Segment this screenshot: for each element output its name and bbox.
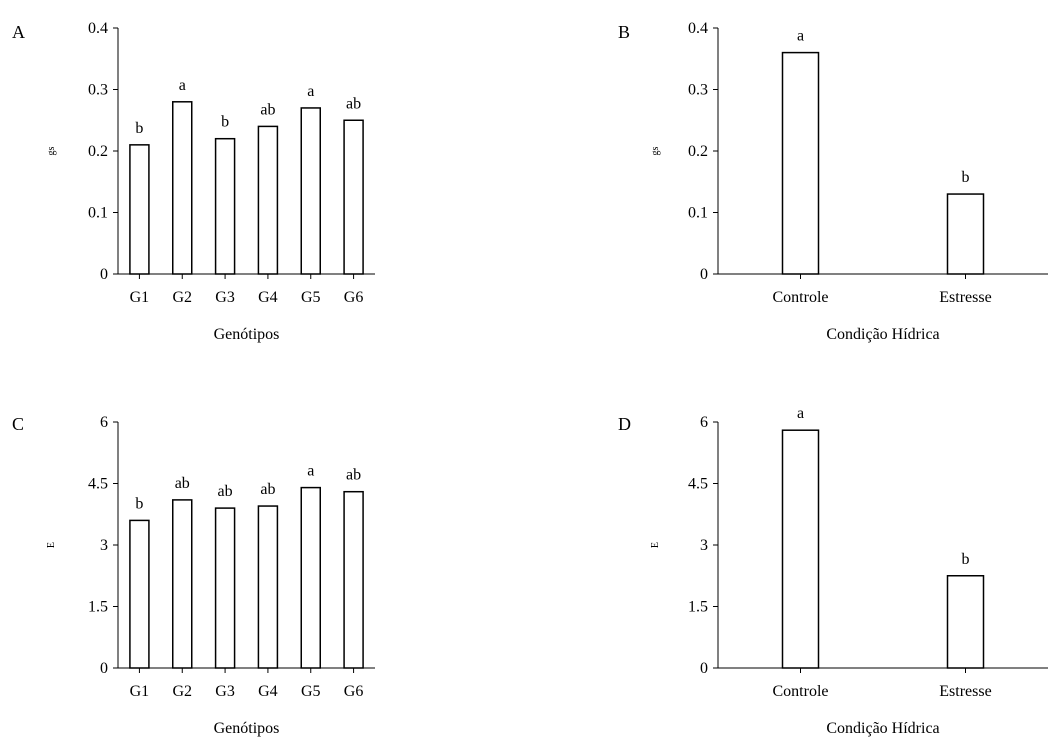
y-tick-label-a: 0.2 (88, 143, 108, 160)
x-tick-label-d: Estresse (939, 683, 991, 700)
x-tick-label-c: G4 (258, 683, 278, 700)
x-tick-label-c: G2 (172, 683, 192, 700)
y-tick-label-d: 3 (700, 537, 708, 554)
y-tick-label-b: 0.2 (688, 143, 708, 160)
bar-a-g2 (172, 101, 193, 275)
y-tick-label-c: 0 (100, 660, 108, 677)
y-axis-label-a: gs (46, 146, 57, 155)
x-tick-label-d: Controle (773, 683, 829, 700)
panel-letter-d: D (618, 414, 631, 434)
bar-a-g3 (214, 137, 236, 275)
x-axis-label-a: Genótipos (214, 326, 280, 343)
significance-label-b: b (962, 169, 970, 186)
x-axis-label-c: Genótipos (214, 720, 280, 737)
panel-letter-a: A (12, 22, 25, 42)
y-axis-label-b: gs (650, 146, 661, 155)
y-tick-label-d: 4.5 (688, 476, 708, 493)
y-tick-label-a: 0 (100, 266, 108, 283)
bar-a-g6 (343, 119, 364, 275)
y-axis-label-c: E (46, 542, 57, 548)
significance-label-c: ab (175, 475, 190, 492)
y-tick-label-d: 0 (700, 660, 708, 677)
y-tick-label-a: 0.1 (88, 205, 108, 222)
bar-a-g4 (257, 125, 279, 275)
y-tick-label-d: 6 (700, 414, 708, 431)
significance-label-c: b (135, 495, 143, 512)
x-tick-label-c: G3 (215, 683, 235, 700)
significance-label-d: a (797, 405, 804, 422)
bar-c-g4 (257, 505, 279, 669)
bar-a-g1 (129, 144, 150, 275)
significance-label-a: a (307, 83, 314, 100)
bar-a-g5 (300, 107, 321, 275)
y-tick-label-b: 0.4 (688, 20, 708, 37)
x-tick-label-a: G3 (215, 289, 235, 306)
bar-c-g3 (214, 507, 236, 669)
x-tick-label-b: Controle (773, 289, 829, 306)
x-axis-label-d: Condição Hídrica (826, 720, 939, 737)
bar-c-g2 (172, 499, 193, 669)
x-tick-label-a: G1 (130, 289, 150, 306)
x-tick-label-a: G6 (344, 289, 364, 306)
x-tick-label-a: G4 (258, 289, 278, 306)
panel-letter-c: C (12, 414, 24, 434)
y-tick-label-c: 6 (100, 414, 108, 431)
x-tick-label-a: G5 (301, 289, 321, 306)
significance-label-c: ab (218, 483, 233, 500)
significance-label-d: b (962, 551, 970, 568)
bar-d-estresse (946, 575, 985, 669)
bar-b-controle (781, 51, 820, 275)
y-axis-label-d: E (650, 542, 661, 548)
x-tick-label-c: G5 (301, 683, 321, 700)
significance-label-a: b (221, 114, 229, 131)
significance-label-b: a (797, 28, 804, 45)
bar-c-g5 (300, 486, 321, 669)
significance-label-a: ab (260, 101, 275, 118)
x-tick-label-b: Estresse (939, 289, 991, 306)
significance-label-c: ab (346, 467, 361, 484)
significance-label-c: a (307, 463, 314, 480)
x-tick-label-c: G6 (344, 683, 364, 700)
y-tick-label-b: 0 (700, 266, 708, 283)
y-tick-label-a: 0.4 (88, 20, 108, 37)
significance-label-a: ab (346, 95, 361, 112)
bar-c-g1 (129, 519, 150, 669)
significance-label-a: b (135, 120, 143, 137)
bar-c-g6 (343, 490, 364, 669)
significance-label-a: a (179, 77, 186, 94)
y-tick-label-c: 3 (100, 537, 108, 554)
x-tick-label-a: G2 (172, 289, 192, 306)
panel-letter-b: B (618, 22, 630, 42)
y-tick-label-c: 4.5 (88, 476, 108, 493)
x-axis-label-b: Condição Hídrica (826, 326, 939, 343)
bar-b-estresse (946, 193, 985, 275)
y-tick-label-d: 1.5 (688, 599, 708, 616)
significance-label-c: ab (260, 481, 275, 498)
bar-d-controle (781, 429, 820, 669)
y-tick-label-b: 0.3 (688, 82, 708, 99)
y-tick-label-c: 1.5 (88, 599, 108, 616)
x-tick-label-c: G1 (130, 683, 150, 700)
y-tick-label-b: 0.1 (688, 205, 708, 222)
y-tick-label-a: 0.3 (88, 82, 108, 99)
